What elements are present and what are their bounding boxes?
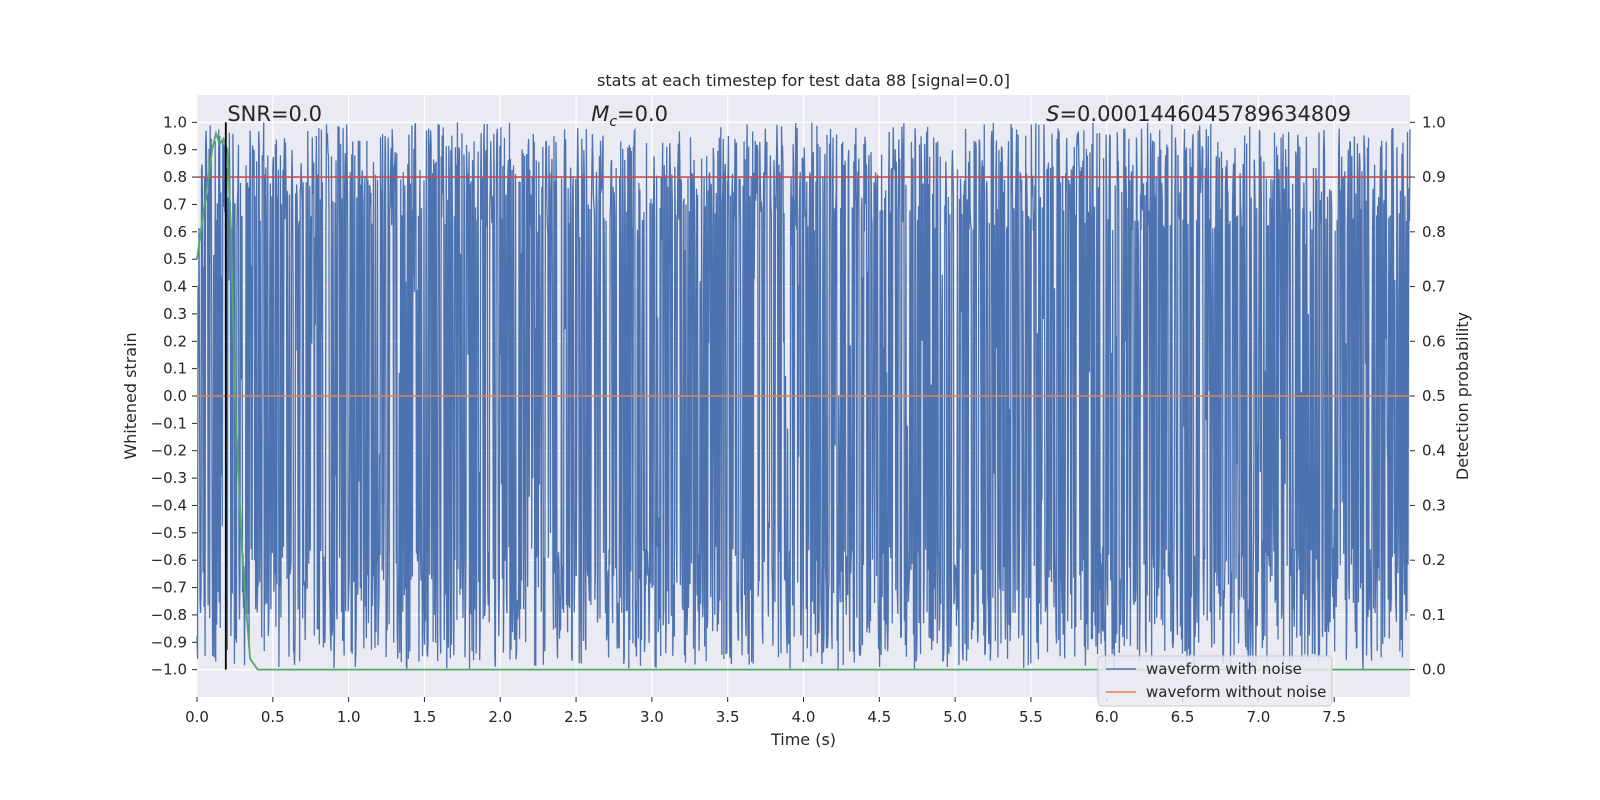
x-tick-label: 1.5 (413, 708, 437, 726)
y-tick-label: −0.9 (151, 633, 187, 651)
legend-label-noise: waveform with noise (1146, 660, 1302, 678)
y-tick-label: 0.0 (163, 387, 187, 405)
x-tick-label: 3.0 (640, 708, 664, 726)
y-tick-label: 1.0 (163, 113, 187, 131)
legend-box (1097, 655, 1333, 707)
y2-tick-label: 0.6 (1422, 332, 1446, 350)
x-tick-label: 5.5 (1019, 708, 1043, 726)
y2-axis-label: Detection probability (1453, 312, 1472, 480)
lines (196, 122, 1410, 671)
series-detection-probability (196, 130, 1410, 671)
y-tick-label: 0.9 (163, 141, 187, 159)
y2-tick-label: 0.8 (1422, 223, 1446, 241)
x-tick-label: 0.0 (185, 708, 209, 726)
x-axis-label: Time (s) (770, 730, 836, 749)
s-annotation: S=0.0001446045789634809 (1046, 102, 1351, 126)
y-tick-label: −0.5 (151, 524, 187, 542)
y-tick-label: −0.7 (151, 579, 187, 597)
x-axis: 0.0 0.5 1.0 1.5 2.0 2.5 3.0 3.5 4.0 4.5 5.0 5.5 6.0 6… (185, 697, 1346, 726)
y-tick-label: −0.2 (151, 442, 187, 460)
y2-tick-label: 0.7 (1422, 278, 1446, 296)
y-tick-label: 0.7 (163, 195, 187, 213)
y2-tick-label: 0.4 (1422, 442, 1446, 460)
y-tick-label: −1.0 (151, 661, 187, 679)
annotations: SNR=0.0 Mc=0.0 S=0.0001446045789634809 (227, 102, 1351, 130)
y-tick-label: 0.5 (163, 250, 187, 268)
y-tick-label: −0.3 (151, 469, 187, 487)
y2-tick-label: 0.3 (1422, 496, 1446, 514)
y-tick-label: −0.8 (151, 606, 187, 624)
series-waveform-with-noise (196, 122, 1411, 670)
x-tick-label: 2.0 (488, 708, 512, 726)
x-tick-label: 4.0 (792, 708, 816, 726)
chart-title: stats at each timestep for test data 88 … (597, 71, 1010, 90)
x-tick-label: 4.5 (867, 708, 891, 726)
x-tick-label: 0.5 (261, 708, 285, 726)
y2-tick-label: 0.0 (1422, 661, 1446, 679)
y2-tick-label: 0.2 (1422, 551, 1446, 569)
y-tick-label: 0.8 (163, 168, 187, 186)
y-tick-label: 0.2 (163, 332, 187, 350)
y-tick-label: 0.6 (163, 223, 187, 241)
x-tick-label: 7.5 (1322, 708, 1346, 726)
x-tick-label: 7.0 (1246, 708, 1270, 726)
y-tick-label: −0.1 (151, 414, 187, 432)
y2-tick-label: 0.9 (1422, 168, 1446, 186)
y-tick-label: 0.1 (163, 360, 187, 378)
y-axis-label: Whitened strain (121, 332, 140, 459)
y-tick-label: −0.4 (151, 496, 187, 514)
x-tick-label: 3.5 (716, 708, 740, 726)
y2-tick-label: 1.0 (1422, 113, 1446, 131)
mc-value: =0.0 (617, 102, 668, 126)
mc-symbol: M (591, 102, 609, 126)
y2-tick-label: 0.5 (1422, 387, 1446, 405)
y2-tick-label: 0.1 (1422, 606, 1446, 624)
y-tick-label: 0.4 (163, 278, 187, 296)
s-symbol: S (1046, 102, 1059, 126)
mc-subscript: c (609, 114, 617, 130)
y-tick-label: 0.3 (163, 305, 187, 323)
y-tick-label: −0.6 (151, 551, 187, 569)
s-value: =0.0001446045789634809 (1059, 102, 1351, 126)
left-axis: 1.0 0.9 0.8 0.7 0.6 0.5 0.4 0.3 0.2 0.1 0.0 −0.1 −0.… (151, 113, 197, 679)
x-tick-label: 6.0 (1095, 708, 1119, 726)
legend-label-clean: waveform without noise (1146, 683, 1326, 701)
x-tick-label: 1.0 (337, 708, 361, 726)
right-axis: 1.0 0.9 0.8 0.7 0.6 0.5 0.4 0.3 0.2 0.1 0.0 (1410, 113, 1446, 679)
legend: waveform with noise waveform without noi… (1097, 655, 1333, 707)
x-tick-label: 5.0 (943, 708, 967, 726)
mc-annotation: Mc=0.0 (591, 102, 668, 130)
x-tick-label: 6.5 (1171, 708, 1195, 726)
x-tick-label: 2.5 (564, 708, 588, 726)
snr-annotation: SNR=0.0 (227, 102, 322, 126)
